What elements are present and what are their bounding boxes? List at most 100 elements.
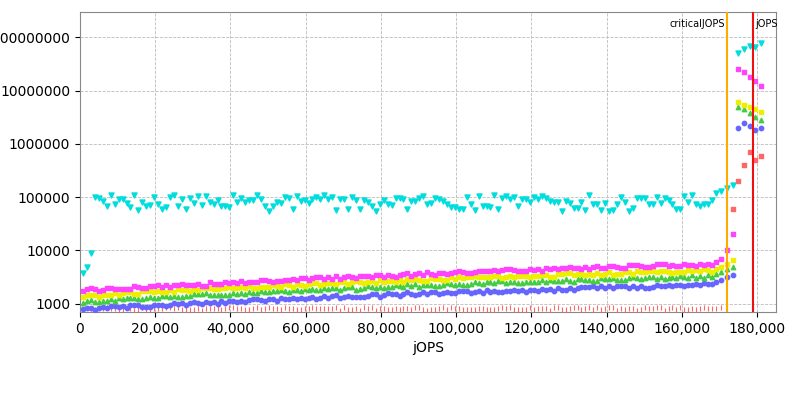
Point [199,303,212,310]
Point [441,201,454,207]
Point [690,262,702,269]
Point [160,281,173,288]
Point [362,283,374,289]
Point [591,302,604,309]
Point [694,268,706,275]
Point [250,279,263,285]
Point [179,302,192,308]
Point [618,268,631,275]
Point [104,296,117,302]
Point [409,198,422,204]
Point [559,304,572,310]
Point [674,205,686,212]
Point [374,277,386,284]
Point [555,265,568,272]
Point [650,275,663,282]
Point [690,267,702,274]
Point [179,281,192,288]
Point [732,50,745,57]
Point [223,204,236,210]
Point [754,117,767,123]
Point [346,304,358,310]
Point [254,196,267,202]
Point [710,190,722,196]
Point [334,196,346,202]
Point [484,289,497,295]
Point [516,196,529,202]
Point [535,193,548,200]
Point [413,284,426,290]
Point [630,262,643,268]
Point [382,278,394,284]
Point [231,290,244,297]
Point [342,206,354,212]
Point [215,280,228,287]
Point [547,302,560,308]
Point [250,284,263,291]
Point [591,278,604,284]
Point [330,280,342,287]
Point [262,289,275,296]
Point [370,280,382,286]
Point [168,289,181,295]
Point [227,285,240,291]
Point [378,292,390,299]
Point [528,267,541,274]
Point [599,200,612,206]
Point [171,202,184,209]
Point [231,198,244,205]
Point [168,192,181,198]
Point [496,266,509,273]
Point [397,279,410,285]
Point [524,279,537,286]
Point [508,274,521,280]
Point [235,290,248,296]
Point [266,296,279,302]
Point [646,284,659,290]
Point [646,201,659,207]
Point [610,282,623,289]
Point [223,298,236,304]
Point [405,291,418,298]
Point [602,283,615,289]
Point [187,200,200,206]
Point [250,302,263,308]
Point [658,304,671,311]
Point [559,287,572,293]
Point [638,302,651,308]
Point [405,283,418,290]
Point [516,273,529,280]
Point [124,302,137,308]
Point [520,288,533,295]
Point [306,302,319,308]
Point [382,201,394,208]
Point [726,263,739,270]
Point [634,268,647,275]
Point [382,284,394,290]
Point [81,263,94,270]
Point [599,303,612,309]
Point [330,302,342,308]
Point [370,285,382,291]
Point [480,202,493,209]
Point [290,286,303,293]
Point [195,291,208,298]
Point [385,284,398,291]
Point [721,266,734,272]
Point [678,268,690,275]
Point [504,196,517,202]
Point [575,304,588,310]
Point [488,192,501,198]
Point [472,274,485,280]
Point [318,280,330,287]
Point [721,302,734,308]
Point [298,296,311,302]
Point [484,304,497,311]
Point [531,266,544,272]
Point [104,192,117,198]
Point [219,203,232,210]
Point [338,302,350,308]
Point [282,296,295,302]
Point [385,278,398,284]
Point [547,287,560,294]
